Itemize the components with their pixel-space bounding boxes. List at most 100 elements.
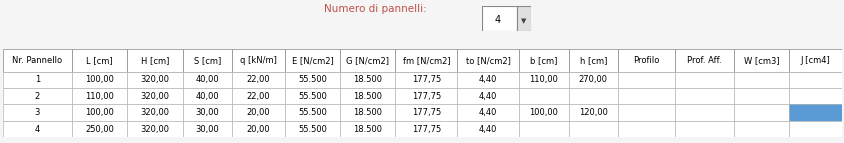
Bar bbox=[340, 121, 395, 137]
Bar bbox=[674, 49, 733, 72]
Text: S [cm]: S [cm] bbox=[193, 56, 220, 65]
Bar bbox=[787, 88, 841, 105]
Text: 4,40: 4,40 bbox=[479, 75, 497, 84]
Bar bbox=[127, 105, 182, 121]
Bar bbox=[787, 105, 841, 121]
Text: Prof. Aff.: Prof. Aff. bbox=[686, 56, 721, 65]
Text: G [N/cm2]: G [N/cm2] bbox=[346, 56, 389, 65]
Bar bbox=[457, 72, 519, 88]
Text: 30,00: 30,00 bbox=[195, 108, 219, 117]
Text: H [cm]: H [cm] bbox=[141, 56, 169, 65]
Text: 120,00: 120,00 bbox=[578, 108, 607, 117]
Text: 110,00: 110,00 bbox=[85, 92, 114, 101]
Text: fm [N/cm2]: fm [N/cm2] bbox=[402, 56, 450, 65]
Bar bbox=[340, 105, 395, 121]
Bar bbox=[674, 105, 733, 121]
Bar bbox=[395, 49, 457, 72]
Bar bbox=[674, 121, 733, 137]
Bar bbox=[340, 88, 395, 105]
Text: Numero di pannelli:: Numero di pannelli: bbox=[323, 4, 426, 14]
Text: 110,00: 110,00 bbox=[529, 75, 558, 84]
Bar bbox=[733, 49, 787, 72]
Bar bbox=[284, 88, 340, 105]
Text: h [cm]: h [cm] bbox=[579, 56, 606, 65]
Bar bbox=[284, 121, 340, 137]
Bar bbox=[3, 105, 72, 121]
Bar bbox=[182, 121, 231, 137]
Text: 4: 4 bbox=[35, 125, 40, 134]
Text: 320,00: 320,00 bbox=[140, 75, 170, 84]
Bar bbox=[182, 88, 231, 105]
Text: Profilo: Profilo bbox=[632, 56, 659, 65]
Bar bbox=[340, 49, 395, 72]
Text: 40,00: 40,00 bbox=[195, 92, 219, 101]
Text: 2: 2 bbox=[35, 92, 40, 101]
Bar bbox=[787, 121, 841, 137]
Text: 320,00: 320,00 bbox=[140, 125, 170, 134]
Bar bbox=[395, 105, 457, 121]
Text: 100,00: 100,00 bbox=[85, 108, 114, 117]
Bar bbox=[519, 121, 568, 137]
Bar bbox=[517, 6, 530, 31]
Bar bbox=[457, 121, 519, 137]
Bar bbox=[568, 72, 617, 88]
Text: 177,75: 177,75 bbox=[411, 92, 441, 101]
Text: q [kN/m]: q [kN/m] bbox=[240, 56, 277, 65]
Bar bbox=[787, 49, 841, 72]
Text: 18.500: 18.500 bbox=[353, 92, 381, 101]
Bar bbox=[72, 72, 127, 88]
Bar bbox=[617, 121, 674, 137]
Bar bbox=[72, 49, 127, 72]
Bar bbox=[568, 49, 617, 72]
Bar bbox=[231, 49, 284, 72]
Bar bbox=[617, 105, 674, 121]
Bar bbox=[3, 49, 72, 72]
Text: b [cm]: b [cm] bbox=[530, 56, 557, 65]
Text: 4,40: 4,40 bbox=[479, 92, 497, 101]
Text: 55.500: 55.500 bbox=[298, 108, 327, 117]
Text: W [cm3]: W [cm3] bbox=[743, 56, 778, 65]
Bar bbox=[733, 105, 787, 121]
Bar bbox=[519, 49, 568, 72]
Text: Nr. Pannello: Nr. Pannello bbox=[13, 56, 62, 65]
Bar bbox=[674, 72, 733, 88]
Bar bbox=[127, 121, 182, 137]
Bar bbox=[284, 49, 340, 72]
Text: 3: 3 bbox=[35, 108, 40, 117]
Text: 20,00: 20,00 bbox=[246, 125, 270, 134]
Bar bbox=[617, 72, 674, 88]
Bar bbox=[340, 72, 395, 88]
Text: 4: 4 bbox=[495, 15, 500, 25]
Text: ▼: ▼ bbox=[521, 18, 526, 24]
Bar bbox=[231, 72, 284, 88]
Text: L [cm]: L [cm] bbox=[86, 56, 113, 65]
Bar bbox=[3, 121, 72, 137]
Text: 177,75: 177,75 bbox=[411, 125, 441, 134]
Bar bbox=[182, 72, 231, 88]
Bar bbox=[395, 121, 457, 137]
Bar bbox=[231, 121, 284, 137]
Text: 22,00: 22,00 bbox=[246, 92, 270, 101]
Bar bbox=[72, 121, 127, 137]
Text: 4,40: 4,40 bbox=[479, 108, 497, 117]
Text: 18.500: 18.500 bbox=[353, 125, 381, 134]
Bar bbox=[127, 72, 182, 88]
Text: 320,00: 320,00 bbox=[140, 92, 170, 101]
Text: 55.500: 55.500 bbox=[298, 125, 327, 134]
Bar bbox=[127, 88, 182, 105]
Bar bbox=[733, 88, 787, 105]
Bar bbox=[457, 88, 519, 105]
Text: 1: 1 bbox=[35, 75, 40, 84]
Bar bbox=[674, 88, 733, 105]
Text: 55.500: 55.500 bbox=[298, 75, 327, 84]
Bar bbox=[733, 72, 787, 88]
Bar bbox=[182, 105, 231, 121]
Bar bbox=[617, 88, 674, 105]
Bar bbox=[3, 72, 72, 88]
Text: 320,00: 320,00 bbox=[140, 108, 170, 117]
Text: 250,00: 250,00 bbox=[85, 125, 114, 134]
Text: 177,75: 177,75 bbox=[411, 75, 441, 84]
Text: 100,00: 100,00 bbox=[85, 75, 114, 84]
Text: J [cm4]: J [cm4] bbox=[800, 56, 830, 65]
Text: 18.500: 18.500 bbox=[353, 108, 381, 117]
